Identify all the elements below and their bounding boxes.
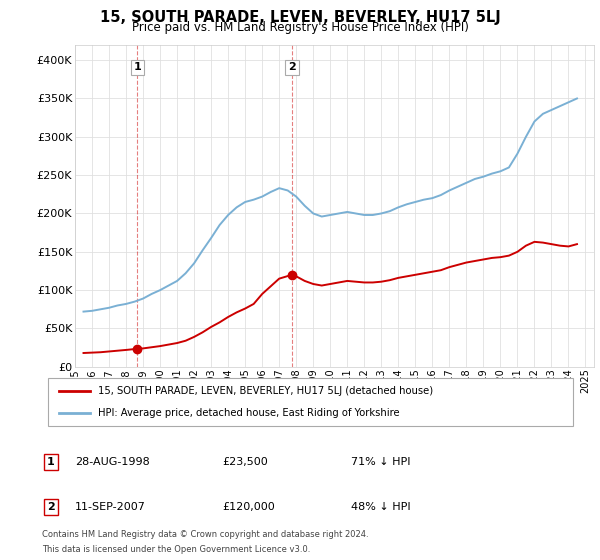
Text: 48% ↓ HPI: 48% ↓ HPI xyxy=(351,502,410,512)
Text: 71% ↓ HPI: 71% ↓ HPI xyxy=(351,457,410,467)
Text: HPI: Average price, detached house, East Riding of Yorkshire: HPI: Average price, detached house, East… xyxy=(98,408,400,418)
FancyBboxPatch shape xyxy=(48,378,573,426)
Text: 2: 2 xyxy=(47,502,55,512)
Text: 1: 1 xyxy=(134,62,142,72)
Text: 2: 2 xyxy=(288,62,296,72)
Text: 11-SEP-2007: 11-SEP-2007 xyxy=(75,502,146,512)
Text: £23,500: £23,500 xyxy=(222,457,268,467)
Text: 15, SOUTH PARADE, LEVEN, BEVERLEY, HU17 5LJ (detached house): 15, SOUTH PARADE, LEVEN, BEVERLEY, HU17 … xyxy=(98,386,433,396)
Text: £120,000: £120,000 xyxy=(222,502,275,512)
Text: 15, SOUTH PARADE, LEVEN, BEVERLEY, HU17 5LJ: 15, SOUTH PARADE, LEVEN, BEVERLEY, HU17 … xyxy=(100,10,500,25)
Text: This data is licensed under the Open Government Licence v3.0.: This data is licensed under the Open Gov… xyxy=(42,545,310,554)
Text: Contains HM Land Registry data © Crown copyright and database right 2024.: Contains HM Land Registry data © Crown c… xyxy=(42,530,368,539)
Text: 1: 1 xyxy=(47,457,55,467)
Text: 28-AUG-1998: 28-AUG-1998 xyxy=(75,457,150,467)
Text: Price paid vs. HM Land Registry's House Price Index (HPI): Price paid vs. HM Land Registry's House … xyxy=(131,21,469,34)
